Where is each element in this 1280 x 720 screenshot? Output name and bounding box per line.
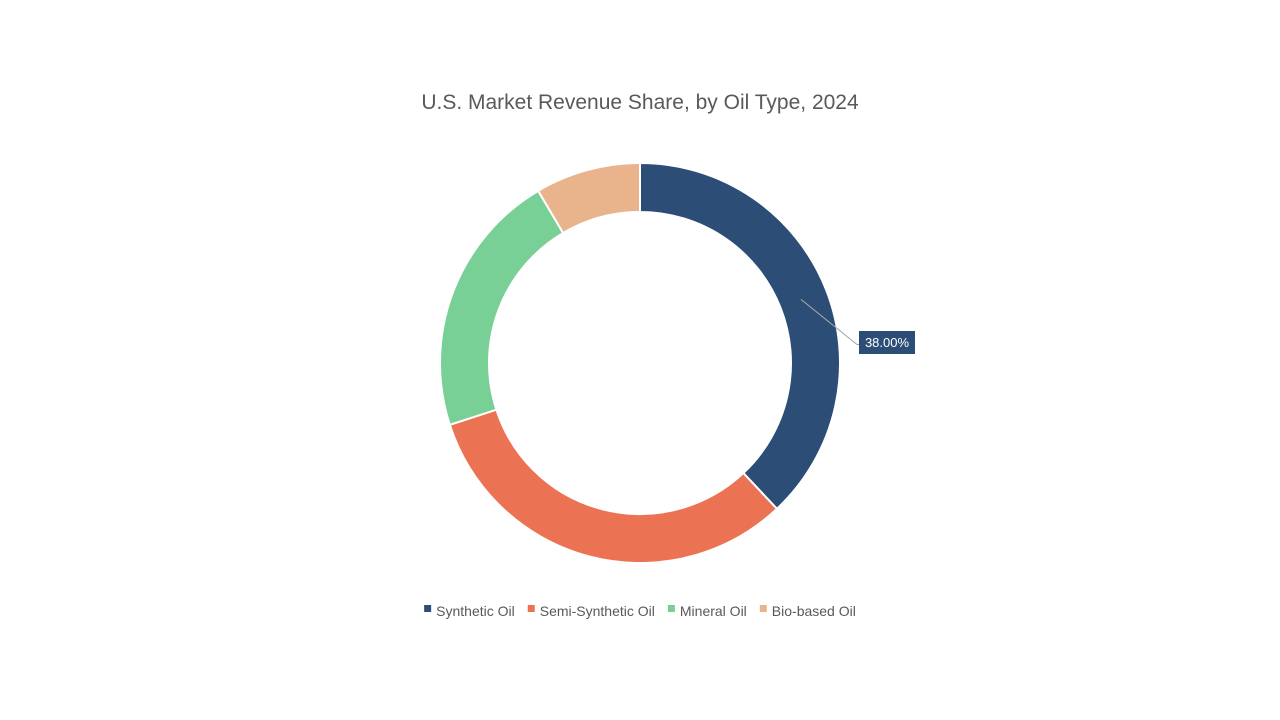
legend-swatch-mineral-oil: [667, 605, 675, 612]
legend-label-semi-synthetic-oil: Semi-Synthetic Oil: [540, 603, 655, 619]
legend-swatch-semi-synthetic-oil: [527, 605, 535, 612]
slice-bio-based-oil: [536, 161, 641, 235]
legend-item-mineral-oil: Mineral Oil: [667, 603, 747, 619]
slice-semi-synthetic-oil: [448, 408, 779, 564]
legend-item-synthetic-oil: Synthetic Oil: [424, 603, 515, 619]
legend-swatch-bio-based-oil: [759, 605, 767, 612]
leader-line-synthetic-oil: [800, 298, 859, 345]
chart-title: U.S. Market Revenue Share, by Oil Type, …: [421, 91, 859, 114]
legend-item-semi-synthetic-oil: Semi-Synthetic Oil: [527, 603, 655, 619]
legend-label-synthetic-oil: Synthetic Oil: [436, 603, 515, 619]
donut-slices: [439, 161, 841, 564]
legend-label-mineral-oil: Mineral Oil: [680, 603, 747, 619]
legend: Synthetic Oil Semi-Synthetic Oil Mineral O…: [424, 603, 856, 619]
legend-label-bio-based-oil: Bio-based Oil: [772, 603, 856, 619]
legend-item-bio-based-oil: Bio-based Oil: [759, 603, 856, 619]
data-label-box-synthetic-oil: [859, 331, 915, 354]
slice-mineral-oil: [439, 189, 565, 427]
data-label-synthetic-oil: 38.00%: [865, 335, 910, 350]
legend-swatch-synthetic-oil: [424, 605, 432, 612]
data-labels: 38.00%: [800, 298, 915, 354]
slice-synthetic-oil: [639, 161, 841, 511]
